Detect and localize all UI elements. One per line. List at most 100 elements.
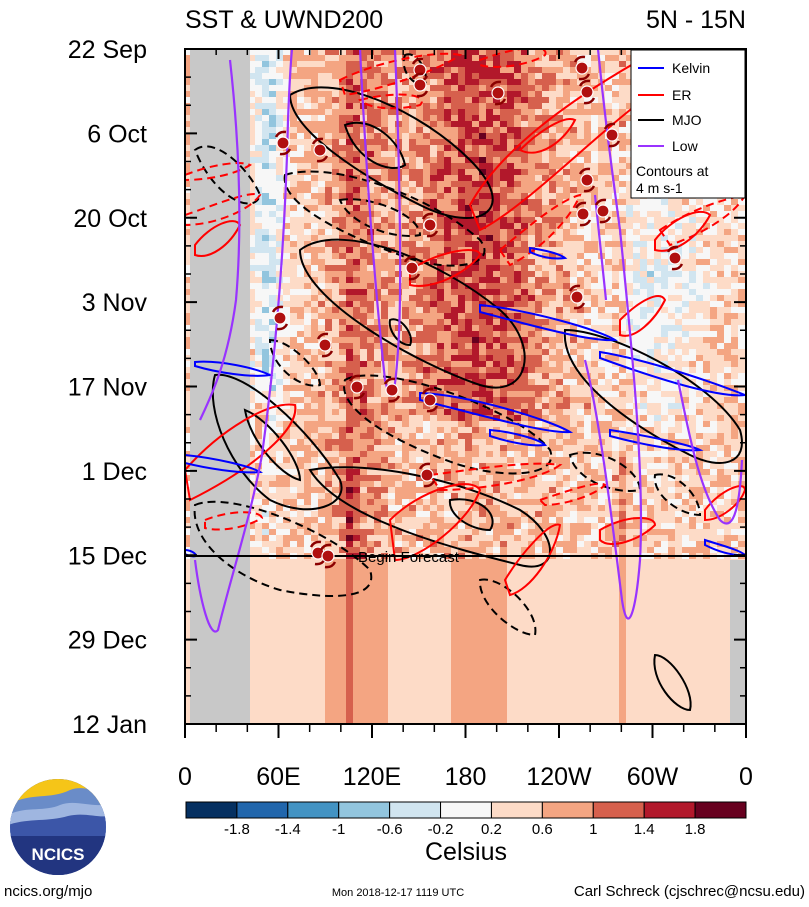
- sst-cell: [381, 349, 388, 355]
- sst-cell: [696, 337, 703, 343]
- sst-cell: [444, 49, 451, 55]
- sst-cell: [703, 289, 710, 295]
- sst-cell: [682, 283, 689, 289]
- sst-cell: [339, 97, 346, 103]
- sst-cell: [661, 379, 668, 385]
- sst-cell: [185, 343, 192, 349]
- sst-cell: [696, 271, 703, 277]
- sst-cell: [731, 367, 738, 373]
- sst-cell: [255, 379, 262, 385]
- sst-cell: [325, 223, 332, 229]
- sst-cell: [332, 103, 339, 109]
- sst-cell: [332, 133, 339, 139]
- sst-cell: [416, 373, 423, 379]
- sst-cell: [528, 121, 535, 127]
- sst-cell: [437, 373, 444, 379]
- sst-cell: [514, 301, 521, 307]
- sst-cell: [255, 241, 262, 247]
- sst-cell: [290, 127, 297, 133]
- sst-cell: [402, 403, 409, 409]
- sst-cell: [360, 67, 367, 73]
- sst-cell: [402, 187, 409, 193]
- sst-cell: [423, 103, 430, 109]
- sst-cell: [570, 91, 577, 97]
- sst-cell: [479, 265, 486, 271]
- sst-cell: [262, 67, 269, 73]
- sst-cell: [577, 163, 584, 169]
- sst-cell: [570, 235, 577, 241]
- sst-cell: [640, 331, 647, 337]
- sst-cell: [360, 61, 367, 67]
- sst-cell: [479, 115, 486, 121]
- sst-cell: [507, 259, 514, 265]
- sst-cell: [570, 187, 577, 193]
- sst-cell: [577, 121, 584, 127]
- sst-cell: [360, 217, 367, 223]
- sst-cell: [535, 133, 542, 139]
- sst-cell: [416, 133, 423, 139]
- sst-cell: [318, 271, 325, 277]
- sst-cell: [248, 151, 255, 157]
- sst-cell: [654, 343, 661, 349]
- sst-cell: [465, 325, 472, 331]
- sst-cell: [738, 295, 745, 301]
- sst-cell: [388, 295, 395, 301]
- sst-cell: [731, 373, 738, 379]
- sst-cell: [500, 325, 507, 331]
- sst-cell: [276, 343, 283, 349]
- sst-cell: [311, 301, 318, 307]
- sst-cell: [549, 235, 556, 241]
- sst-cell: [507, 283, 514, 289]
- sst-cell: [248, 217, 255, 223]
- sst-cell: [297, 211, 304, 217]
- sst-cell: [374, 91, 381, 97]
- sst-cell: [521, 49, 528, 55]
- sst-cell: [367, 253, 374, 259]
- sst-cell: [346, 223, 353, 229]
- sst-cell: [465, 307, 472, 313]
- sst-cell: [640, 343, 647, 349]
- sst-cell: [402, 97, 409, 103]
- sst-cell: [549, 397, 556, 403]
- sst-cell: [724, 241, 731, 247]
- sst-cell: [710, 253, 717, 259]
- sst-cell: [402, 319, 409, 325]
- sst-cell: [570, 205, 577, 211]
- sst-cell: [703, 265, 710, 271]
- sst-cell: [332, 391, 339, 397]
- sst-cell: [479, 301, 486, 307]
- sst-cell: [388, 403, 395, 409]
- sst-cell: [486, 85, 493, 91]
- sst-cell: [395, 289, 402, 295]
- sst-cell: [353, 199, 360, 205]
- sst-cell: [542, 301, 549, 307]
- sst-cell: [570, 163, 577, 169]
- sst-cell: [325, 397, 332, 403]
- sst-cell: [591, 133, 598, 139]
- sst-cell: [297, 361, 304, 367]
- sst-cell: [528, 103, 535, 109]
- sst-cell: [395, 367, 402, 373]
- sst-cell: [647, 259, 654, 265]
- sst-cell: [626, 163, 633, 169]
- sst-cell: [465, 415, 472, 421]
- sst-cell: [479, 319, 486, 325]
- sst-cell: [703, 373, 710, 379]
- sst-cell: [514, 415, 521, 421]
- sst-cell: [570, 79, 577, 85]
- sst-cell: [269, 391, 276, 397]
- sst-cell: [549, 301, 556, 307]
- sst-cell: [346, 169, 353, 175]
- sst-cell: [528, 259, 535, 265]
- sst-cell: [423, 157, 430, 163]
- sst-cell: [311, 49, 318, 55]
- sst-cell: [444, 79, 451, 85]
- sst-cell: [591, 361, 598, 367]
- sst-cell: [521, 67, 528, 73]
- sst-cell: [409, 337, 416, 343]
- sst-cell: [598, 97, 605, 103]
- sst-cell: [584, 61, 591, 67]
- sst-cell: [731, 301, 738, 307]
- sst-cell: [500, 211, 507, 217]
- sst-cell: [381, 409, 388, 415]
